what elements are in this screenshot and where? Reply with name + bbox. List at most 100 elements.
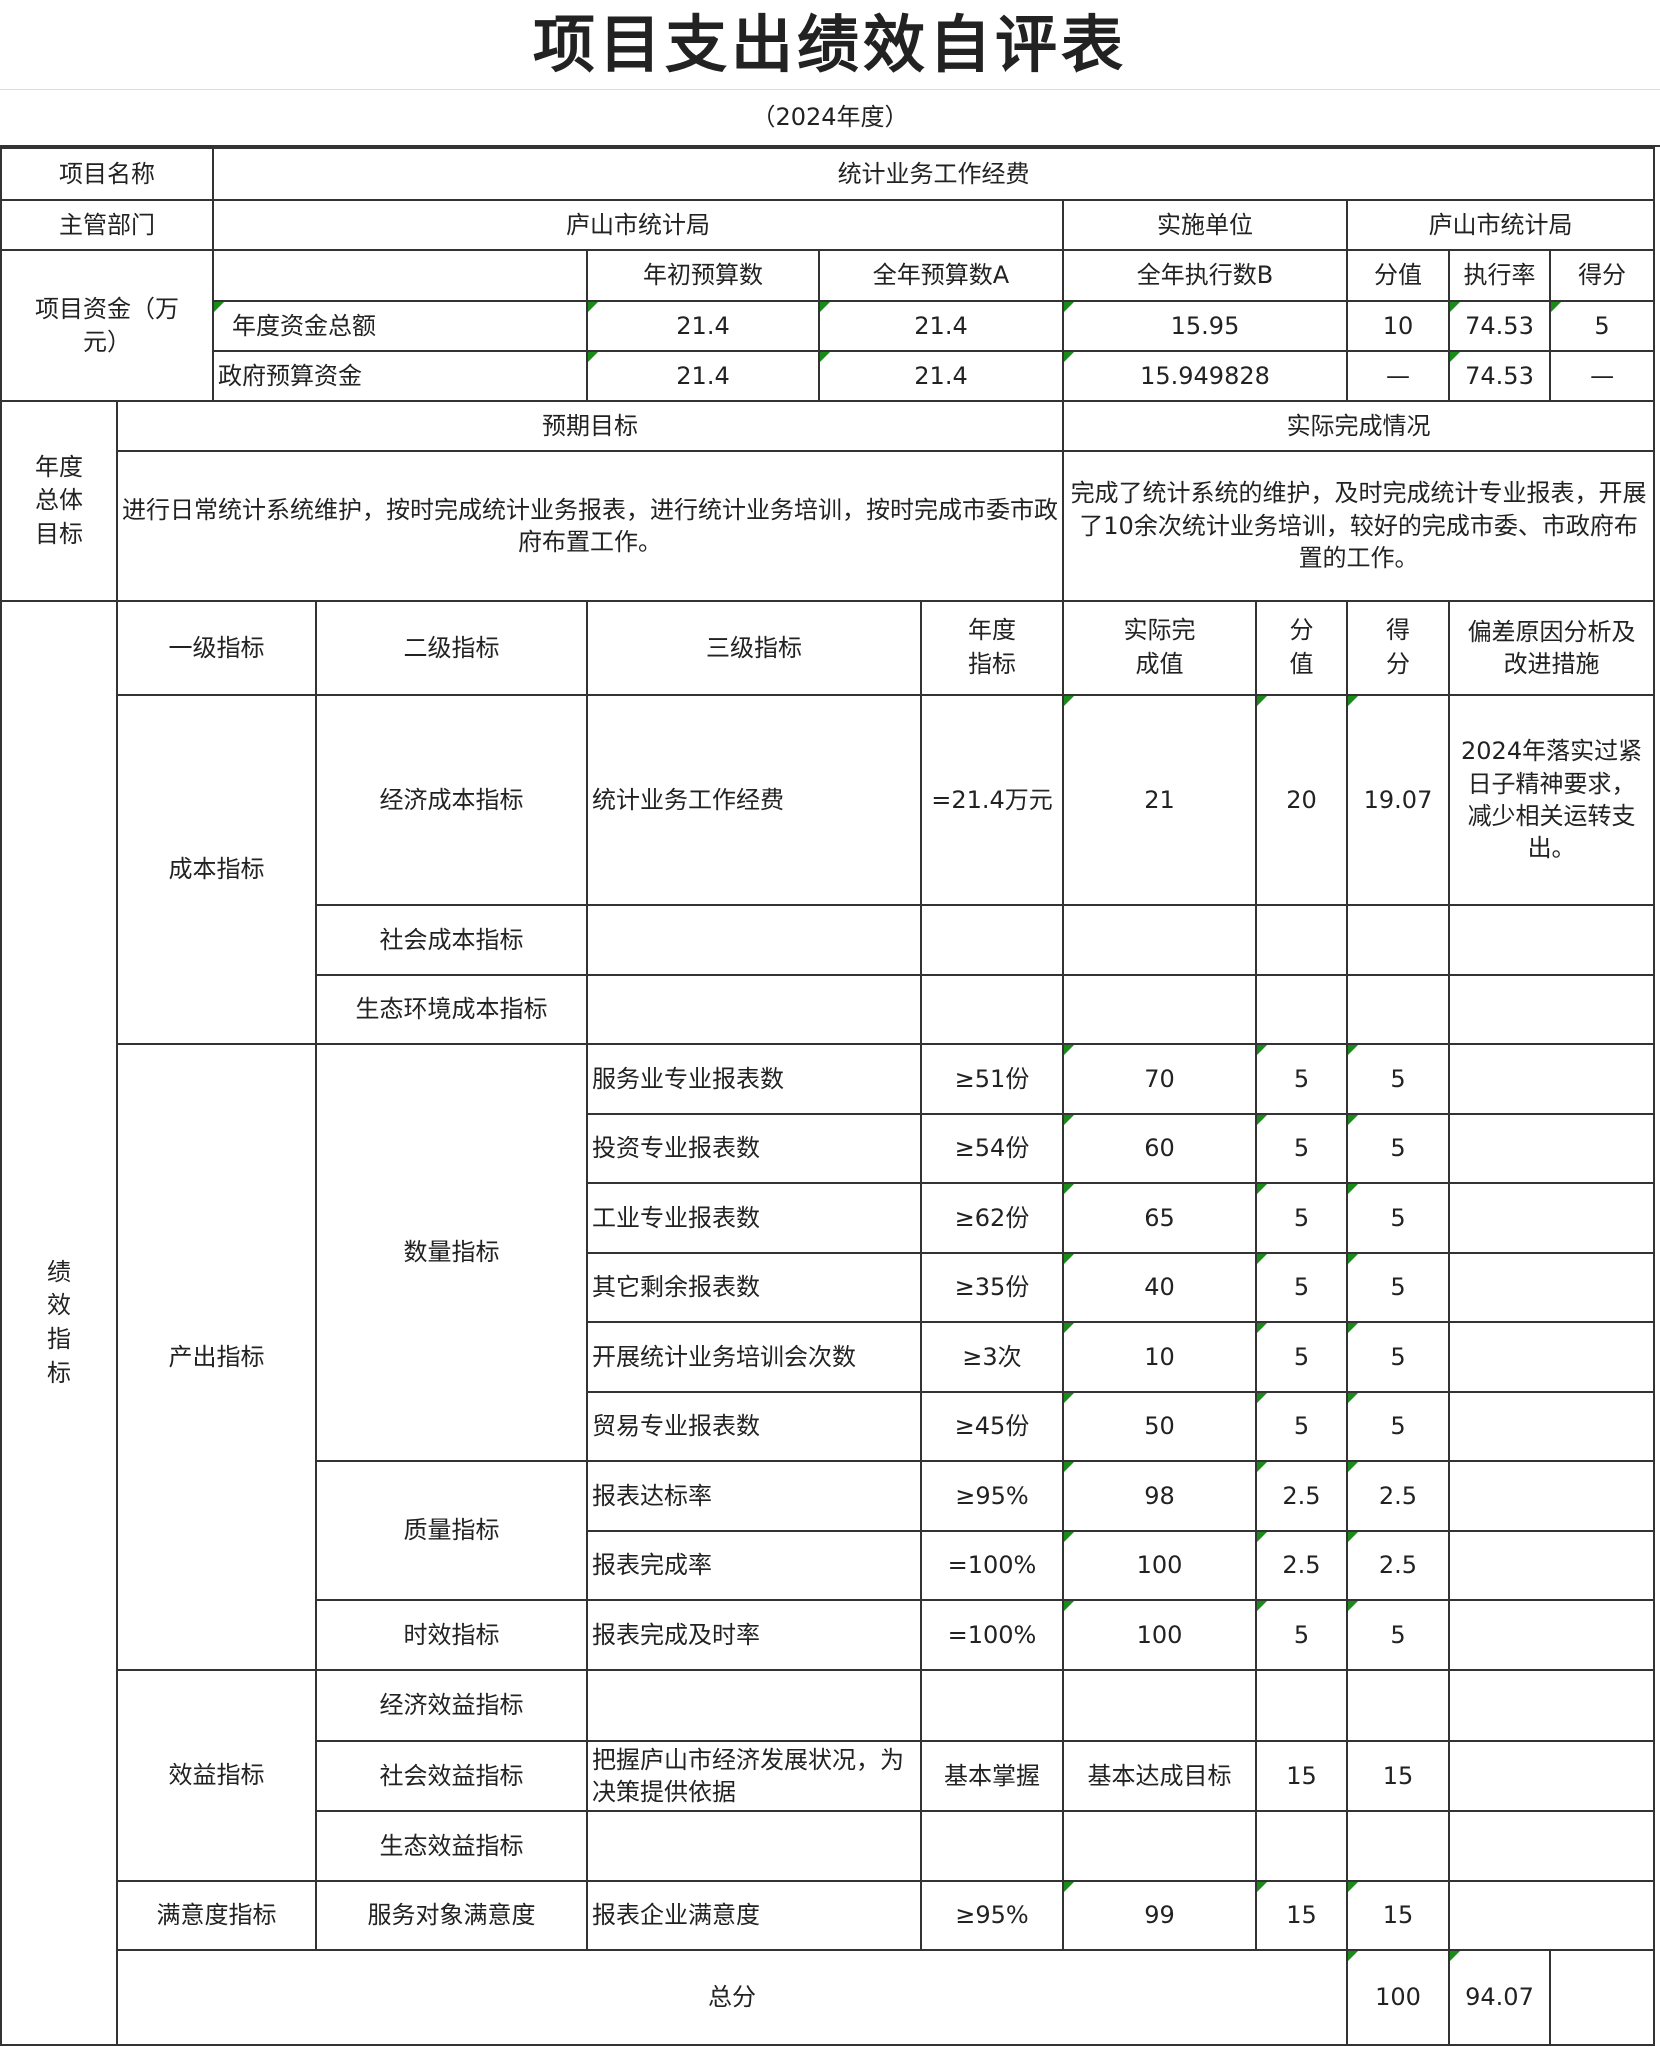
score-value [1255, 1810, 1348, 1882]
score-value: 2.5 [1255, 1530, 1348, 1601]
level2-indicator: 经济效益指标 [315, 1669, 588, 1742]
score-value [1255, 1669, 1348, 1742]
funds-row-name: 年度资金总额 [212, 300, 588, 352]
indicator-header: 年度指标 [920, 600, 1064, 696]
evaluation-table: 项目名称 统计业务工作经费 主管部门 庐山市统计局 实施单位 庐山市统计局 项目… [0, 147, 1656, 2046]
indicator-header: 分值 [1255, 600, 1348, 696]
score-value: 5 [1255, 1321, 1348, 1393]
indicator-row: 工业专业报表数 ≥62份 65 5 5 [1, 1182, 1656, 1254]
level3-indicator: 工业专业报表数 [586, 1182, 922, 1254]
indicator-header: 偏差原因分析及改进措施 [1447, 600, 1656, 696]
actual-value [1062, 974, 1257, 1045]
indicator-row: 效益指标 经济效益指标 [1, 1669, 1656, 1882]
actual-value: 99 [1062, 1880, 1257, 1951]
level3-indicator [586, 974, 922, 1045]
deviation-note [1447, 1530, 1656, 1601]
dept-label: 主管部门 [0, 199, 214, 251]
score: 5 [1346, 1252, 1450, 1323]
project-name: 统计业务工作经费 [211, 147, 1656, 201]
actual-completion-text: 完成了统计系统的维护，及时完成统计专业报表，开展了10余次统计业务培训，较好的完… [1061, 450, 1656, 602]
score: 2.5 [1346, 1530, 1450, 1601]
level2-indicator: 社会成本指标 [315, 904, 588, 976]
indicator-header: 得分 [1346, 600, 1450, 696]
actual-value: 98 [1062, 1460, 1257, 1532]
level2-indicator: 时效指标 [315, 1599, 588, 1671]
funds-initial: 21.4 [586, 350, 820, 402]
indicator-header: 三级指标 [586, 600, 922, 696]
score: 5 [1346, 1321, 1450, 1393]
funds-header-blank [212, 249, 588, 302]
indicator-row: 成本指标 经济成本指标 统计业务工作经费 =21.4万元 21 20 19.07 2024年落… [1, 694, 1656, 1045]
deviation-note [1447, 1460, 1656, 1532]
actual-value: 40 [1062, 1252, 1257, 1323]
indicator-row: 报表完成率 =100% 100 2.5 2.5 [1, 1530, 1656, 1601]
funds-executed: 15.949828 [1062, 350, 1348, 402]
dept-value: 庐山市统计局 [212, 199, 1064, 251]
indicator-row: 贸易专业报表数 ≥45份 50 5 5 [1, 1391, 1656, 1462]
annual-target: ≥95% [920, 1460, 1064, 1532]
expected-goal-text: 进行日常统计系统维护，按时完成统计业务报表，进行统计业务培训，按时完成市委市政府… [116, 450, 1064, 602]
level1-indicator: 产出指标 [116, 1043, 317, 1671]
annual-target: ≥3次 [920, 1321, 1064, 1393]
level2-indicator: 生态效益指标 [315, 1810, 588, 1882]
score: 5 [1346, 1113, 1450, 1184]
page-subtitle: （2024年度） [0, 90, 1660, 147]
indicator-row: 生态效益指标 [1, 1810, 1656, 1882]
annual-target: ≥51份 [920, 1043, 1064, 1115]
funds-header: 执行率 [1448, 249, 1551, 302]
total-score: 94.07 [1448, 1949, 1551, 2046]
level2-indicator: 生态环境成本指标 [315, 974, 588, 1045]
funds-header: 年初预算数 [586, 249, 820, 302]
score-value: 5 [1255, 1391, 1348, 1462]
annual-target: ≥95% [920, 1880, 1064, 1951]
level3-indicator: 报表完成率 [586, 1530, 922, 1601]
score: 5 [1346, 1391, 1450, 1462]
annual-target: ≥62份 [920, 1182, 1064, 1254]
score-value: 20 [1255, 694, 1348, 906]
score [1346, 974, 1450, 1045]
deviation-note [1447, 1810, 1656, 1882]
annual-target [920, 1810, 1064, 1882]
level1-indicator: 满意度指标 [116, 1880, 317, 1951]
funds-annual: 21.4 [818, 300, 1064, 352]
indicator-row: 满意度指标 服务对象满意度 报表企业满意度 ≥95% 99 15 15 [1, 1880, 1656, 1951]
level3-indicator: 开展统计业务培训会次数 [586, 1321, 922, 1393]
funds-score: — [1548, 350, 1656, 402]
indicator-row: 其它剩余报表数 ≥35份 40 5 5 [1, 1252, 1656, 1323]
actual-value: 60 [1062, 1113, 1257, 1184]
funds-header: 得分 [1548, 249, 1656, 302]
annual-target [920, 974, 1064, 1045]
level3-indicator: 把握庐山市经济发展状况，为决策提供依据 [586, 1740, 922, 1812]
level3-indicator: 服务业专业报表数 [586, 1043, 922, 1115]
deviation-note [1447, 1321, 1656, 1393]
indicator-row: 生态环境成本指标 [1, 974, 1656, 1045]
level3-indicator: 投资专业报表数 [586, 1113, 922, 1184]
page-title: 项目支出绩效自评表 [0, 0, 1660, 90]
actual-value: 70 [1062, 1043, 1257, 1115]
level2-indicator: 质量指标 [315, 1460, 588, 1601]
actual-value [1062, 1669, 1257, 1742]
indicator-row: 产出指标 数量指标 服务业专业报表数 ≥51份 70 5 5 [1, 1043, 1656, 1671]
level3-indicator: 其它剩余报表数 [586, 1252, 922, 1323]
level3-indicator [586, 904, 922, 976]
funds-rate: 74.53 [1448, 300, 1551, 352]
score-value [1255, 974, 1348, 1045]
level2-indicator: 社会效益指标 [315, 1740, 588, 1812]
funds-score: 5 [1548, 300, 1656, 352]
indicator-row: 时效指标 报表完成及时率 =100% 100 5 5 [1, 1599, 1656, 1671]
funds-executed: 15.95 [1062, 300, 1348, 352]
annual-target [920, 1669, 1064, 1742]
indicator-header: 一级指标 [116, 600, 317, 696]
annual-target: ≥45份 [920, 1391, 1064, 1462]
actual-value: 10 [1062, 1321, 1257, 1393]
deviation-note [1447, 1391, 1656, 1462]
level3-indicator: 贸易专业报表数 [586, 1391, 922, 1462]
project-name-label: 项目名称 [0, 147, 214, 201]
actual-value: 21 [1062, 694, 1257, 906]
level2-indicator: 数量指标 [315, 1043, 588, 1462]
score [1346, 904, 1450, 976]
score: 5 [1346, 1599, 1450, 1671]
annual-target: 基本掌握 [920, 1740, 1064, 1812]
total-label: 总分 [116, 1949, 1348, 2046]
total-row: 总分 100 94.07 [1, 1949, 1656, 2046]
